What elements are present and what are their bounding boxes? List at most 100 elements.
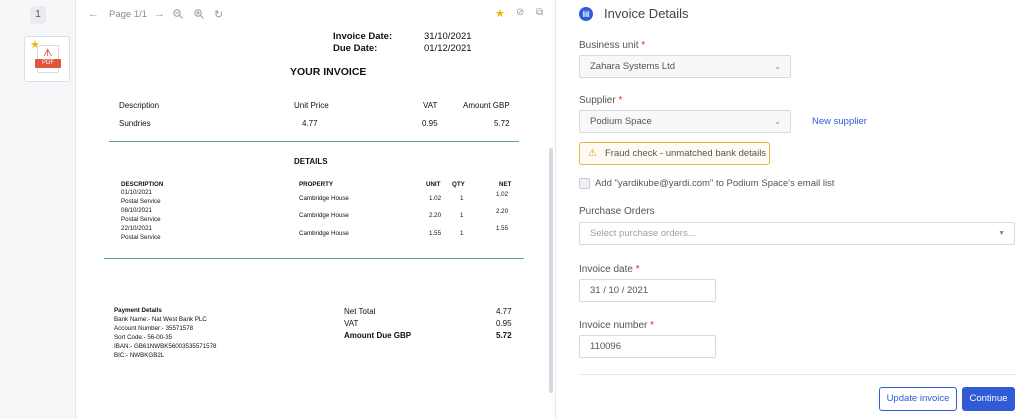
- supplier-label: Supplier *: [579, 95, 623, 106]
- detail-qty: 1: [460, 195, 464, 202]
- details-header: PROPERTY: [299, 181, 334, 188]
- fraud-alert-text: Fraud check - unmatched bank details: [605, 148, 767, 159]
- detail-qty: 1: [460, 212, 464, 219]
- star-icon[interactable]: ★: [495, 8, 505, 20]
- summary-header: Unit Price: [294, 101, 329, 110]
- summary-header: Amount GBP: [463, 101, 510, 110]
- block-icon[interactable]: ⊘: [516, 7, 525, 18]
- invoice-number-input[interactable]: 110096: [579, 335, 716, 358]
- detail-service: Postal Service: [121, 198, 161, 205]
- summary-header: VAT: [423, 101, 438, 110]
- summary-cell: Sundries: [119, 119, 151, 128]
- page-indicator: Page 1/1: [109, 9, 148, 20]
- detail-property: Cambridge House: [299, 230, 349, 237]
- details-header: DESCRIPTION: [121, 181, 164, 188]
- viewer-scrollbar[interactable]: [549, 148, 553, 393]
- rotate-icon[interactable]: ↻: [214, 9, 224, 21]
- summary-cell: 5.72: [494, 119, 510, 128]
- detail-service: Postal Service: [121, 234, 161, 241]
- detail-date: 22/10/2021: [121, 225, 152, 232]
- total-label: VAT: [344, 319, 359, 328]
- payment-title: Payment Details: [114, 307, 162, 314]
- fraud-alert: ⚠ Fraud check - unmatched bank details: [579, 142, 770, 165]
- payment-line: Bank Name:- Nat West Bank PLC: [114, 316, 207, 323]
- payment-line: BIC:- NWBKGB2L: [114, 352, 165, 359]
- new-supplier-link[interactable]: New supplier: [812, 116, 867, 127]
- detail-net: 1.55: [496, 225, 509, 232]
- supplier-select[interactable]: Podium Space ⌄: [579, 110, 791, 133]
- divider-rule: [104, 258, 524, 259]
- total-label: Amount Due GBP: [344, 331, 412, 340]
- invoice-date-value: 31 / 10 / 2021: [590, 285, 649, 296]
- detail-date: 08/10/2021: [121, 207, 152, 214]
- divider-rule: [109, 141, 519, 142]
- total-value: 0.95: [496, 319, 512, 328]
- document-viewer: ← Page 1/1 → ↻ ★ ⊘ ⧉ Invoice Date: 31/10…: [76, 0, 556, 419]
- purchase-orders-select[interactable]: Select purchase orders... ▼: [579, 222, 1015, 245]
- purchase-orders-placeholder: Select purchase orders...: [590, 228, 696, 239]
- invoice-page: Invoice Date: 31/10/2021 Due Date: 01/12…: [76, 28, 546, 419]
- payment-line: IBAN:- GB61NWBK56003535571578: [114, 343, 217, 350]
- invoice-date-input[interactable]: 31 / 10 / 2021: [579, 279, 716, 302]
- total-label: Net Total: [344, 307, 376, 316]
- due-date-label: Due Date:: [333, 43, 378, 54]
- business-unit-label: Business unit *: [579, 40, 646, 51]
- warning-icon: ⚠: [588, 148, 597, 159]
- star-icon: ★: [30, 39, 40, 51]
- thumbnail-rail: 1 ★ ᗑ PDF: [0, 0, 76, 419]
- detail-net: 1.02: [496, 191, 509, 198]
- detail-qty: 1: [460, 230, 464, 237]
- pdf-icon: ᗑ PDF: [35, 45, 61, 73]
- chevron-down-icon: ⌄: [774, 117, 781, 126]
- details-header: NET: [499, 181, 512, 188]
- email-list-label: Add "yardikube@yardi.com" to Podium Spac…: [595, 178, 835, 189]
- payment-line: Sort Code:- 56-00-35: [114, 334, 173, 341]
- pdf-label: PDF: [35, 59, 61, 68]
- detail-unit: 1.55: [429, 230, 442, 237]
- back-icon[interactable]: ←: [88, 8, 99, 20]
- acrobat-icon: ᗑ: [43, 48, 53, 59]
- details-header: UNIT: [426, 181, 441, 188]
- zoom-in-icon[interactable]: [194, 9, 204, 19]
- update-invoice-button[interactable]: Update invoice: [879, 387, 957, 411]
- open-external-icon[interactable]: ⧉: [536, 7, 544, 18]
- supplier-value: Podium Space: [590, 116, 652, 127]
- viewer-toolbar: ← Page 1/1 → ↻ ★ ⊘ ⧉: [76, 0, 556, 28]
- summary-header: Description: [119, 101, 160, 110]
- invoice-number-label: Invoice number *: [579, 320, 655, 331]
- forward-icon[interactable]: →: [154, 8, 165, 20]
- business-unit-value: Zahara Systems Ltd: [590, 61, 676, 72]
- detail-property: Cambridge House: [299, 195, 349, 202]
- details-header: QTY: [452, 181, 465, 188]
- email-list-checkbox[interactable]: [579, 178, 590, 189]
- page-number-badge: 1: [30, 6, 46, 24]
- caret-down-icon: ▼: [998, 230, 1005, 237]
- purchase-orders-label: Purchase Orders: [579, 206, 655, 217]
- detail-net: 2.20: [496, 208, 509, 215]
- detail-date: 01/10/2021: [121, 189, 152, 196]
- zoom-out-icon[interactable]: [173, 9, 183, 19]
- details-title: DETAILS: [294, 157, 328, 166]
- panel-header: ▤ Invoice Details: [557, 0, 1024, 28]
- summary-cell: 4.77: [302, 119, 318, 128]
- continue-button[interactable]: Continue: [962, 387, 1015, 411]
- due-date-value: 01/12/2021: [424, 43, 472, 54]
- chevron-down-icon: ⌄: [774, 62, 781, 71]
- payment-line: Account Number:- 35571578: [114, 325, 194, 332]
- total-value: 5.72: [496, 331, 512, 340]
- detail-property: Cambridge House: [299, 212, 349, 219]
- page-thumbnail[interactable]: ★ ᗑ PDF: [24, 36, 70, 82]
- invoice-date-label: Invoice Date:: [333, 31, 393, 42]
- invoice-date-label: Invoice date *: [579, 264, 640, 275]
- invoice-title: YOUR INVOICE: [290, 66, 367, 78]
- invoice-details-panel: ▤ Invoice Details Business unit * Zahara…: [557, 0, 1024, 419]
- detail-unit: 1.02: [429, 195, 442, 202]
- invoice-date-value: 31/10/2021: [424, 31, 472, 42]
- business-unit-select[interactable]: Zahara Systems Ltd ⌄: [579, 55, 791, 78]
- invoice-number-value: 110096: [590, 341, 621, 352]
- document-icon: ▤: [579, 7, 593, 21]
- detail-service: Postal Service: [121, 216, 161, 223]
- detail-unit: 2.20: [429, 212, 442, 219]
- summary-cell: 0.95: [422, 119, 438, 128]
